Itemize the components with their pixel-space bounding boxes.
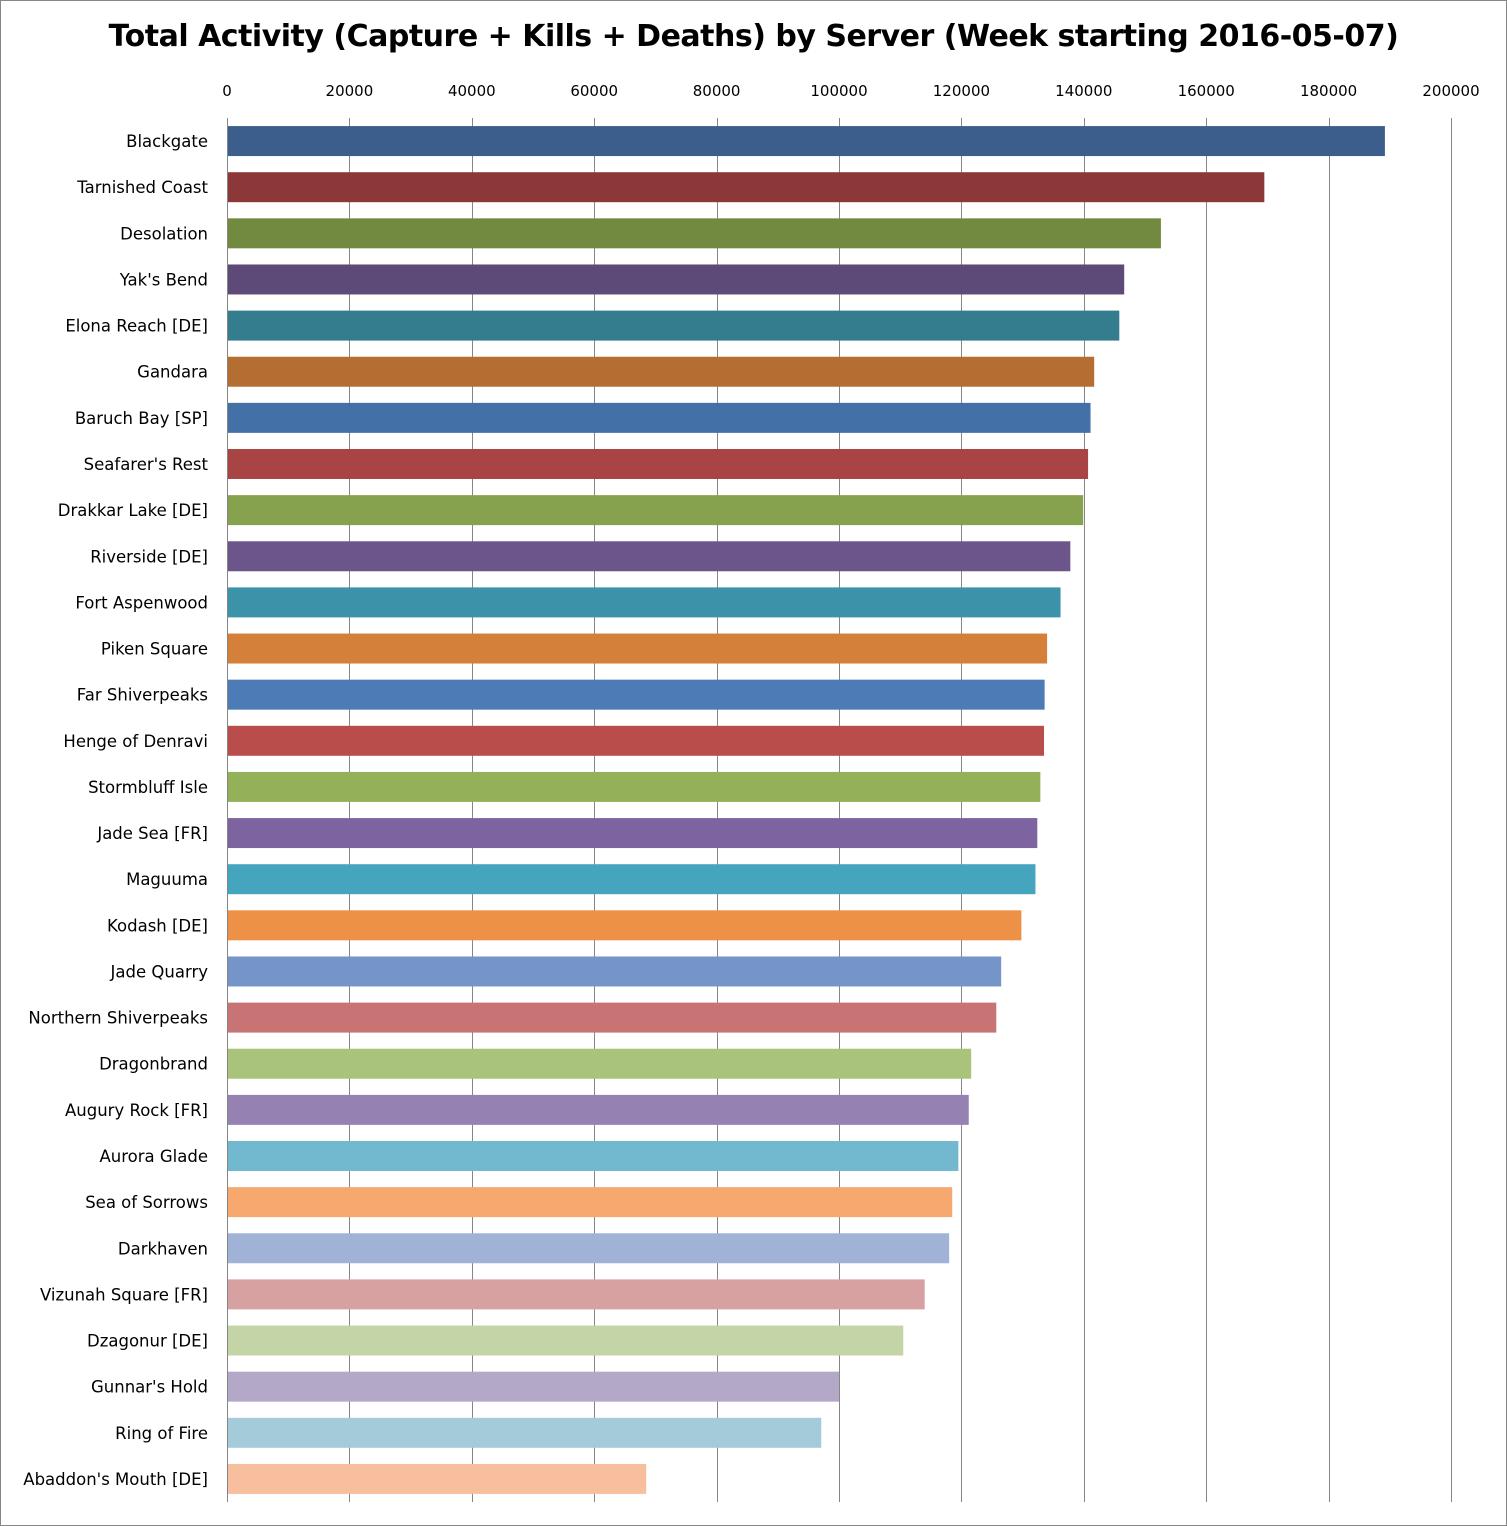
bar [227, 864, 1036, 895]
category-label: Augury Rock [FR] [65, 1101, 208, 1120]
x-tick-label: 100000 [810, 82, 867, 100]
category-label: Jade Quarry [110, 962, 209, 981]
category-label: Riverside [DE] [90, 547, 208, 566]
bar [227, 725, 1045, 756]
bar [227, 218, 1161, 249]
category-label: Elona Reach [DE] [65, 317, 208, 336]
category-label: Gandara [137, 363, 208, 382]
bar [227, 1187, 953, 1218]
chart-title: Total Activity (Capture + Kills + Deaths… [108, 19, 1399, 54]
category-label: Fort Aspenwood [75, 593, 208, 612]
x-tick-label: 20000 [326, 82, 374, 100]
category-label: Vizunah Square [FR] [40, 1285, 208, 1304]
category-label: Dragonbrand [99, 1055, 208, 1074]
category-label: Drakkar Lake [DE] [58, 501, 208, 520]
x-tick-label: 140000 [1055, 82, 1112, 100]
bar [227, 541, 1071, 572]
category-label: Dzagonur [DE] [87, 1332, 208, 1351]
bar [227, 1463, 647, 1494]
category-label: Ring of Fire [115, 1424, 208, 1443]
x-tick-label: 80000 [693, 82, 741, 100]
x-tick-label: 0 [222, 82, 232, 100]
bar [227, 1325, 904, 1356]
x-tick-label: 40000 [448, 82, 496, 100]
bar [227, 910, 1022, 941]
bar [227, 1141, 959, 1171]
bar [227, 126, 1385, 157]
bar [227, 771, 1041, 802]
bar [227, 587, 1061, 618]
category-label: Abaddon's Mouth [DE] [23, 1470, 208, 1489]
category-label: Seafarer's Rest [84, 455, 209, 474]
bar [227, 449, 1089, 479]
bar [227, 495, 1084, 526]
x-tick-label: 160000 [1178, 82, 1235, 100]
bar [227, 1371, 839, 1402]
category-label: Jade Sea [FR] [96, 824, 208, 843]
bar [227, 1417, 822, 1448]
x-tick-label: 200000 [1422, 82, 1479, 100]
bar [227, 1094, 969, 1125]
bar [227, 679, 1045, 710]
category-label: Maguuma [126, 870, 208, 889]
bar [227, 310, 1120, 341]
category-label: Sea of Sorrows [85, 1193, 208, 1212]
bar [227, 1002, 997, 1033]
x-tick-label: 120000 [933, 82, 990, 100]
bar [227, 633, 1048, 664]
bar [227, 356, 1095, 387]
bar [227, 1233, 950, 1264]
category-label: Northern Shiverpeaks [28, 1009, 208, 1028]
bar [227, 172, 1265, 203]
x-tick-label: 180000 [1300, 82, 1357, 100]
bar [227, 956, 1002, 987]
category-label: Far Shiverpeaks [77, 686, 208, 705]
category-label: Tarnished Coast [76, 178, 208, 197]
bar [227, 818, 1038, 849]
category-label: Kodash [DE] [107, 916, 208, 935]
category-label: Darkhaven [118, 1239, 208, 1258]
bar [227, 1048, 972, 1079]
category-label: Blackgate [126, 132, 208, 151]
bar [227, 264, 1125, 295]
category-label: Henge of Denravi [63, 732, 208, 751]
x-tick-label: 60000 [570, 82, 618, 100]
bar [227, 1279, 925, 1310]
category-label: Gunnar's Hold [91, 1378, 208, 1397]
category-label: Stormbluff Isle [88, 778, 208, 797]
category-label: Piken Square [101, 640, 208, 659]
category-label: Desolation [120, 224, 208, 243]
category-label: Baruch Bay [SP] [75, 409, 208, 428]
bar [227, 402, 1091, 433]
category-label: Aurora Glade [99, 1147, 208, 1166]
category-label: Yak's Bend [119, 270, 208, 289]
